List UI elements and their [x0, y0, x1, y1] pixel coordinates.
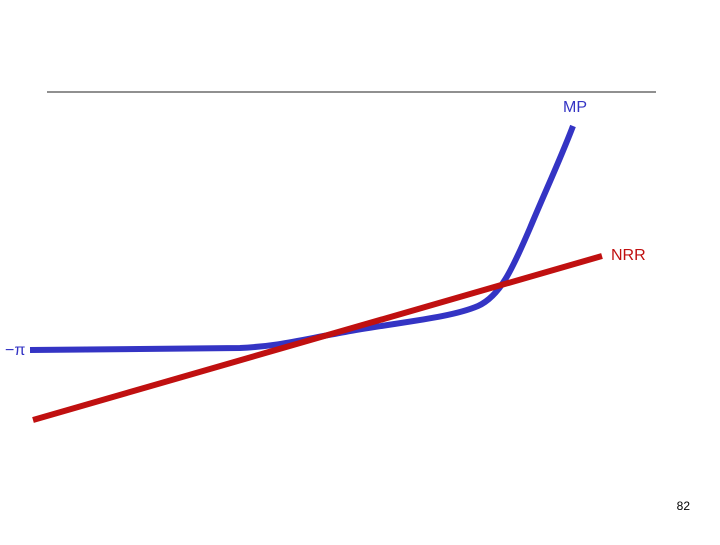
- mp-label: MP: [563, 99, 587, 116]
- minus-pi-label: −π: [5, 342, 25, 359]
- page-number: 82: [677, 499, 691, 513]
- nrr-line: [32, 253, 603, 423]
- nrr-label: NRR: [611, 247, 646, 264]
- mp-curve: [29, 124, 576, 353]
